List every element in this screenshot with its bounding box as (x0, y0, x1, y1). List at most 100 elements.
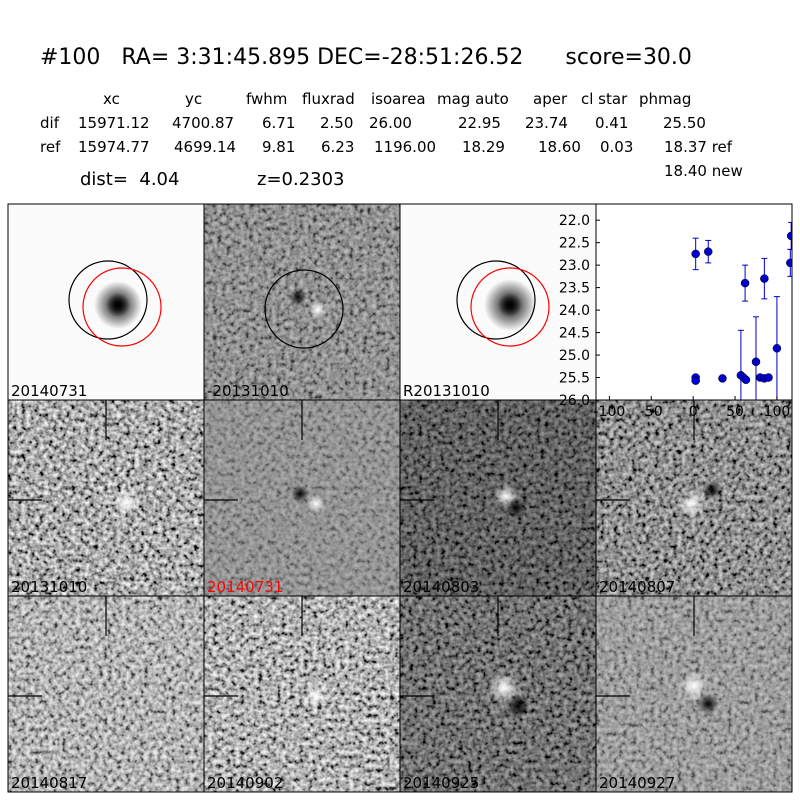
image-stamp: 20140925 (399, 595, 597, 793)
x-tick-label: 100 (764, 404, 791, 420)
stamp-label: 20140817 (11, 774, 87, 792)
stamp-label: 20140902 (207, 774, 283, 792)
table-cell: 4699.14 (174, 138, 236, 156)
source-blob (702, 480, 722, 500)
data-point (772, 344, 782, 353)
x-tick-label: 50 (726, 404, 744, 420)
y-tick-label: 24.0 (559, 303, 590, 319)
column-header: yc (185, 90, 202, 108)
dist: dist= 4.04 (80, 169, 179, 190)
image-stamp: R20131010 (399, 203, 597, 401)
stamp-label: 20131010 (11, 578, 87, 596)
column-header: xc (103, 90, 120, 108)
stamp-frame (595, 595, 793, 793)
plot-frame (595, 203, 793, 401)
stamp-label: 20140927 (599, 774, 675, 792)
table-cell: 0.41 (595, 114, 628, 132)
table-cell: 4700.87 (172, 114, 234, 132)
table-cell: 25.50 (663, 114, 706, 132)
source-blob (697, 693, 719, 715)
y-tick-label: 22.0 (559, 213, 590, 229)
source-blob (498, 293, 522, 317)
data-point (718, 374, 727, 383)
stamp-label: 20140731 (11, 382, 87, 400)
table-note: 18.40 new (664, 162, 743, 180)
image-stamp: 20131010 (7, 399, 205, 597)
image-stamp: 20140731 (7, 203, 205, 401)
table-cell: 0.03 (600, 138, 633, 156)
aperture-circle (264, 269, 344, 349)
y-tick-label: 23.0 (559, 258, 590, 274)
source-blob (106, 293, 130, 317)
row-label: dif (40, 114, 60, 132)
source-blob (112, 488, 140, 516)
row-label: ref (40, 138, 61, 156)
column-header: cl star (581, 90, 628, 108)
data-point (703, 247, 713, 256)
image-stamp: -20131010 (203, 203, 401, 401)
source-blob (309, 301, 327, 319)
x-tick-label: 0 (689, 404, 698, 420)
data-point (786, 258, 792, 268)
image-stamp: 20140817 (7, 595, 205, 793)
aperture-circle (470, 267, 550, 347)
stamp-label: -20131010 (207, 382, 289, 400)
plot-area (691, 221, 792, 400)
image-stamp: 20140731 (203, 399, 401, 597)
table-cell: 9.81 (262, 138, 295, 156)
source-blob (680, 672, 708, 700)
stamp-label: 20140731 (207, 578, 283, 596)
column-header: isoarea (371, 90, 426, 108)
column-header: fluxrad (302, 90, 355, 108)
source-blob (291, 485, 309, 503)
table-cell: 26.00 (369, 114, 412, 132)
aperture-circle (82, 267, 162, 347)
x-tick-label: -100 (594, 404, 626, 420)
data-point (741, 375, 751, 385)
data-point (751, 357, 761, 367)
y-tick-label: 22.5 (559, 236, 590, 252)
image-stamp: 20140807 (595, 399, 793, 597)
table-cell: 23.74 (525, 114, 568, 132)
aperture-circle (68, 260, 148, 340)
column-header: fwhm (246, 90, 287, 108)
column-header: phmag (639, 90, 691, 108)
source-blob (506, 694, 530, 718)
y-tick-label: 25.5 (559, 371, 590, 387)
table-cell: 15971.12 (78, 114, 150, 132)
aperture-circle (456, 260, 536, 340)
source-blob (304, 684, 328, 708)
image-stamp: 20140803 (399, 399, 597, 597)
table-cell: 18.60 (538, 138, 581, 156)
data-point (691, 249, 700, 259)
table-cell: 6.23 (321, 138, 354, 156)
stamp-label: 20140803 (403, 578, 479, 596)
redshift: z=0.2303 (257, 169, 345, 190)
data-point (691, 376, 700, 385)
stamp-label: 20140925 (403, 774, 479, 792)
table-cell: 22.95 (458, 114, 501, 132)
column-header: mag auto (437, 90, 509, 108)
stamp-label: 20140807 (599, 578, 675, 596)
table-cell: 2.50 (320, 114, 353, 132)
y-tick-label: 26.0 (559, 393, 590, 409)
source-blob (289, 288, 307, 306)
x-tick-label: -50 (640, 404, 663, 420)
plot-background (596, 204, 792, 400)
source-blob (506, 498, 526, 518)
source-blob (678, 490, 706, 518)
column-header: aper (533, 90, 568, 108)
image-stamp: 20140902 (203, 595, 401, 793)
data-point (760, 274, 769, 283)
data-point (764, 373, 773, 382)
table-cell: 1196.00 (374, 138, 436, 156)
table-cell: 18.37 ref (664, 138, 733, 156)
table-cell: 6.71 (262, 114, 295, 132)
table-cell: 15974.77 (78, 138, 150, 156)
source-blob (307, 495, 325, 513)
y-tick-label: 23.5 (559, 281, 590, 297)
table-cell: 18.29 (462, 138, 505, 156)
y-tick-label: 24.5 (559, 326, 590, 342)
stamp-label: R20131010 (403, 382, 490, 400)
